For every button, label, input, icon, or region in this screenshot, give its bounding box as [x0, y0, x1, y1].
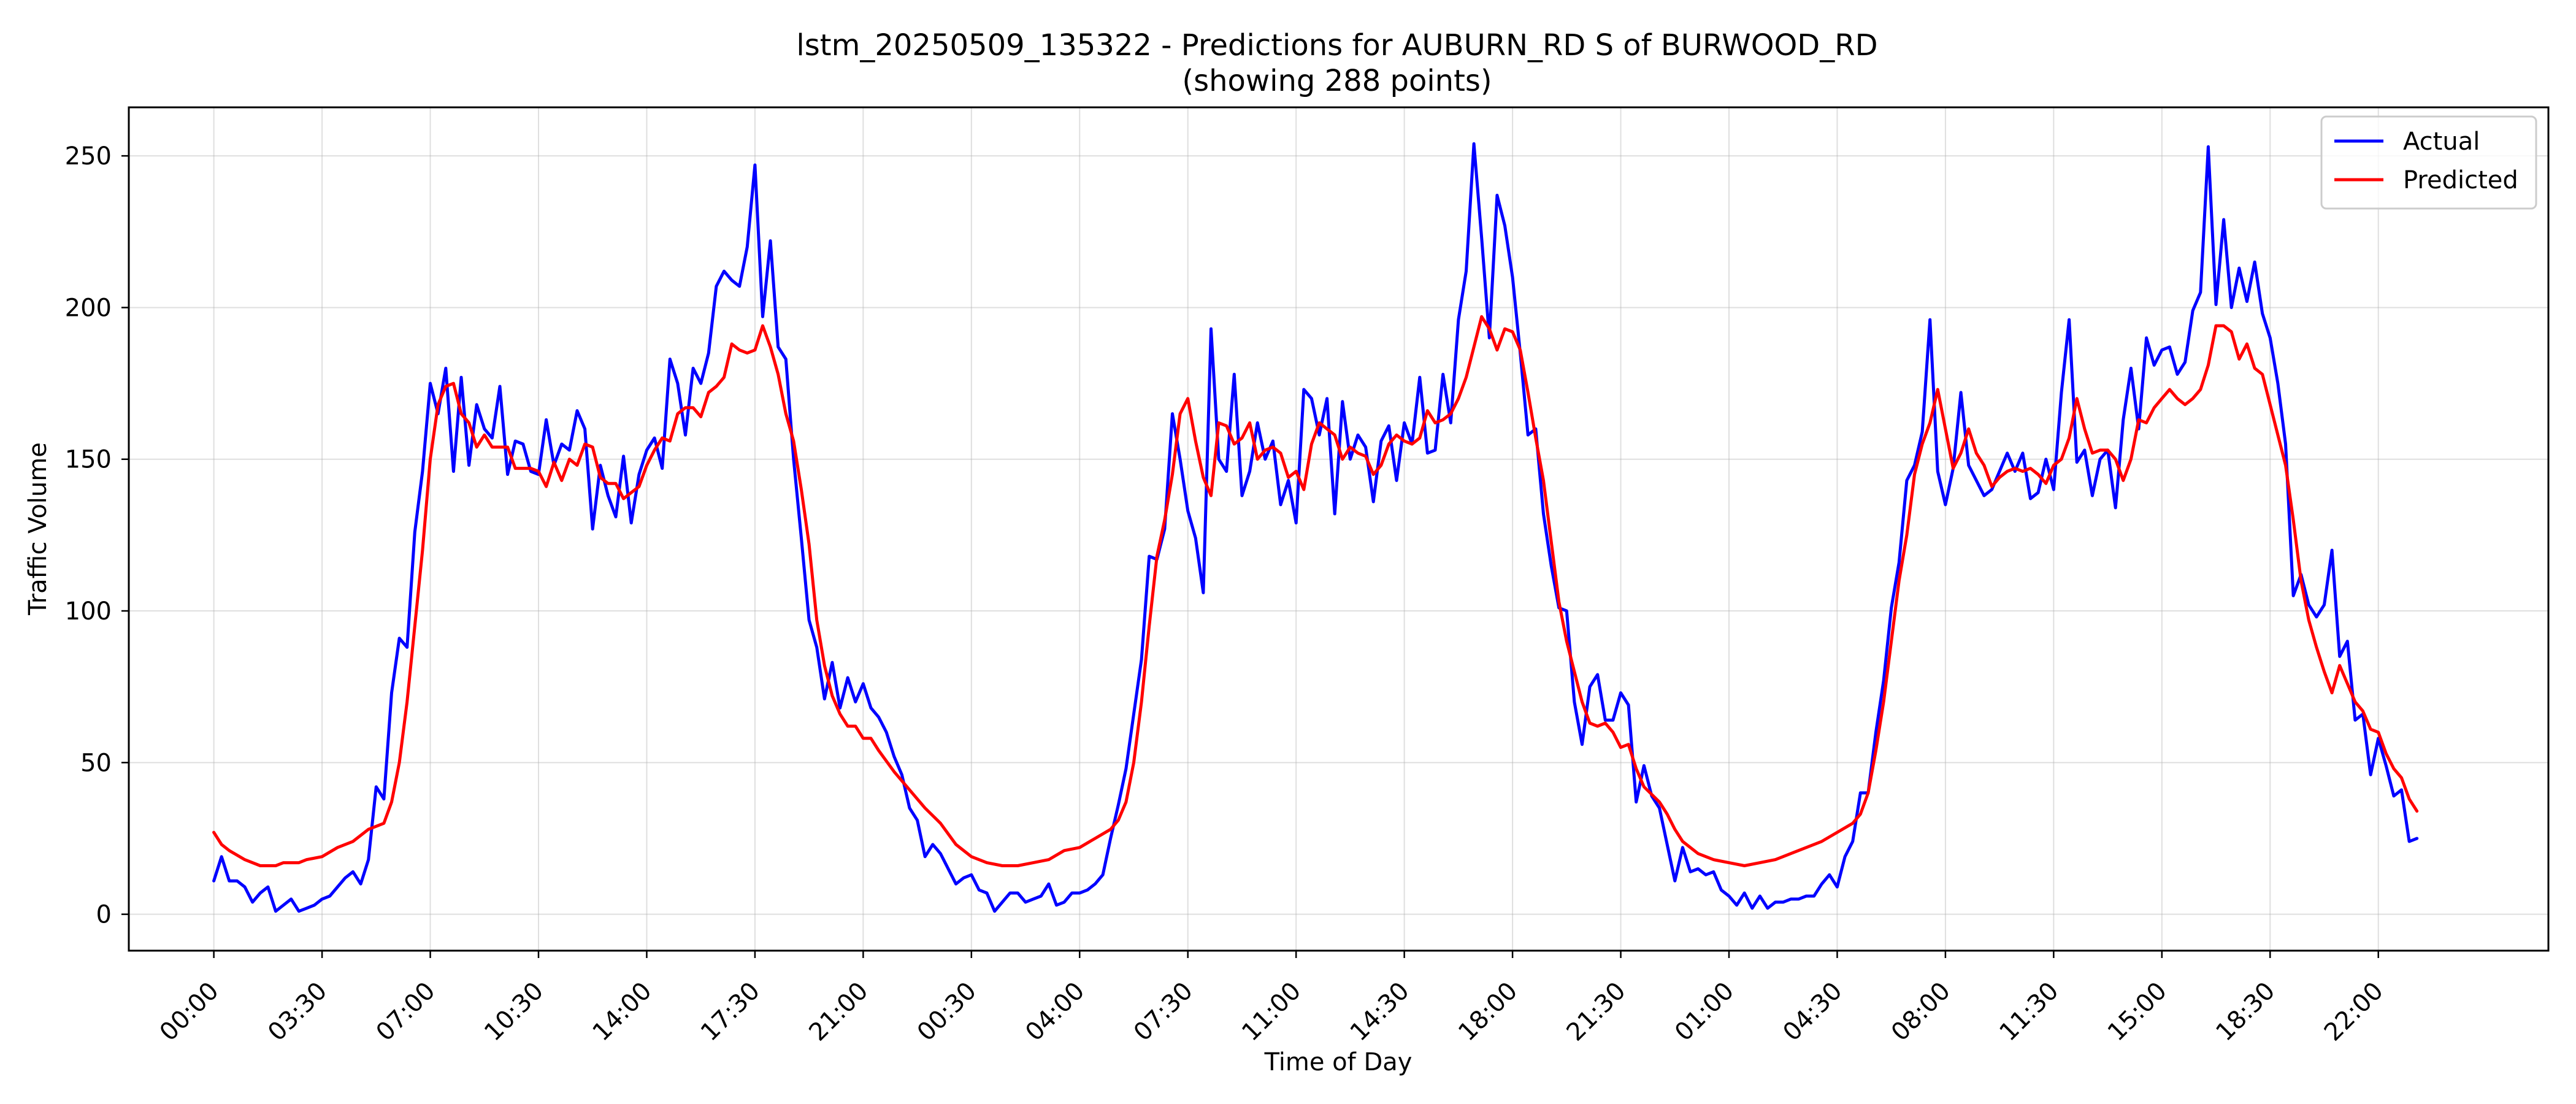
- y-tick-label: 50: [80, 749, 112, 777]
- x-axis-label: Time of Day: [1264, 1048, 1413, 1076]
- y-tick-label: 250: [65, 142, 112, 171]
- chart-subtitle: (showing 288 points): [1182, 64, 1492, 98]
- y-tick-label: 0: [96, 901, 112, 929]
- grid: [129, 107, 2548, 951]
- y-tick-label: 200: [65, 294, 112, 322]
- series-lines: [212, 142, 2419, 913]
- y-tick-label: 150: [65, 446, 112, 474]
- series-line-predicted: [212, 315, 2419, 867]
- chart-title: lstm_20250509_135322 - Predictions for A…: [796, 28, 1877, 63]
- legend: Actual Predicted: [2320, 115, 2537, 210]
- plot-area-frame: [128, 106, 2550, 952]
- legend-label-actual: Actual: [2403, 128, 2480, 156]
- y-axis-label: Traffic Volume: [24, 442, 52, 616]
- y-tick-label: 100: [65, 597, 112, 626]
- legend-label-predicted: Predicted: [2403, 166, 2518, 194]
